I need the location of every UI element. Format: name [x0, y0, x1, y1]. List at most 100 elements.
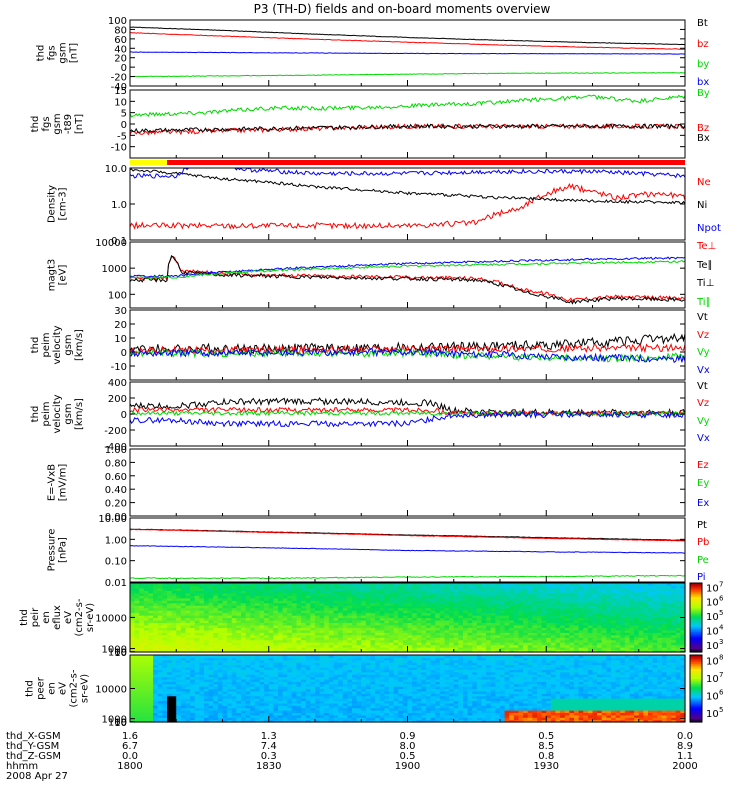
spectrogram-cell	[287, 657, 293, 661]
spectrogram-cell	[458, 632, 464, 636]
spectrogram-cell	[199, 719, 205, 723]
spectrogram-cell	[176, 676, 182, 680]
spectrogram-cell	[245, 587, 251, 591]
spectrogram-cell	[574, 634, 580, 638]
spectrogram-cell	[518, 602, 524, 606]
spectrogram-cell	[324, 714, 330, 718]
colorbar-segment	[690, 588, 702, 591]
spectrogram-cell	[301, 657, 307, 661]
spectrogram-cell	[241, 705, 247, 709]
spectrogram-cell	[130, 587, 136, 591]
spectrogram-cell	[643, 583, 649, 587]
spectrogram-cell	[546, 642, 552, 646]
spectrogram-cell	[130, 674, 136, 678]
spectrogram-cell	[652, 617, 658, 621]
spectrogram-cell	[634, 622, 640, 626]
spectrogram-cell	[509, 647, 515, 651]
spectrogram-cell	[606, 629, 612, 633]
spectrogram-cell	[204, 707, 210, 711]
spectrogram-cell	[495, 595, 501, 599]
spectrogram-cell	[328, 622, 335, 626]
spectrogram-cell	[370, 590, 376, 594]
spectrogram-cell	[287, 659, 293, 663]
y-tick-label: 30	[114, 306, 127, 317]
spectrogram-cell	[463, 644, 469, 648]
spectrogram-cell	[185, 690, 191, 694]
spectrogram-cell	[324, 683, 330, 687]
spectrogram-cell	[301, 683, 307, 687]
spectrogram-cell	[338, 637, 344, 641]
spectrogram-cell	[259, 695, 265, 699]
spectrogram-cell	[435, 624, 441, 628]
spectrogram-cell	[143, 714, 150, 718]
spectrogram-cell	[305, 642, 311, 646]
spectrogram-cell	[527, 642, 533, 646]
spectrogram-cell	[365, 629, 372, 633]
spectrogram-cell	[194, 587, 200, 591]
spectrogram-cell	[587, 639, 594, 643]
spectrogram-cell	[185, 617, 191, 621]
spectrogram-cell	[315, 600, 321, 604]
spectrogram-cell	[643, 597, 649, 601]
spectrogram-cell	[412, 629, 418, 633]
spectrogram-cell	[675, 583, 681, 587]
spectrogram-cell	[426, 600, 432, 604]
spectrogram-cell	[615, 642, 621, 646]
spectrogram-cell	[384, 619, 390, 624]
spectrogram-cell	[523, 585, 529, 589]
spectrogram-cell	[453, 634, 459, 638]
spectrogram-cell	[199, 610, 205, 614]
spectrogram-cell	[666, 637, 672, 641]
spectrogram-cell	[190, 690, 196, 694]
spectrogram-cell	[624, 627, 631, 631]
spectrogram-cell	[467, 595, 473, 599]
spectrogram-cell	[449, 605, 455, 609]
spectrogram-cell	[278, 592, 284, 596]
spectrogram-cell	[643, 585, 649, 589]
spectrogram-cell	[167, 619, 173, 624]
spectrogram-cell	[273, 712, 279, 716]
spectrogram-cell	[495, 605, 501, 609]
spectrogram-cell	[379, 602, 385, 606]
spectrogram-cell	[148, 710, 154, 714]
spectrogram-cell	[264, 693, 270, 697]
spectrogram-cell	[486, 612, 492, 616]
spectrogram-cell	[597, 649, 603, 653]
spectrogram-cell	[666, 627, 672, 631]
spectrogram-cell	[199, 629, 205, 633]
colorbar-tick-label: 10	[706, 612, 719, 623]
spectrogram-cell	[162, 587, 168, 591]
spectrogram-cell	[296, 624, 302, 628]
spectrogram-cell	[578, 622, 584, 626]
spectrogram-cell	[273, 610, 279, 614]
spectrogram-cell	[153, 714, 159, 718]
spectrogram-cell	[629, 583, 635, 587]
spectrogram-cell	[171, 585, 177, 589]
spectrogram-cell	[250, 678, 256, 682]
spectrogram-cell	[624, 642, 631, 646]
spectrogram-cell	[185, 702, 191, 706]
spectrogram-cell	[167, 664, 173, 668]
spectrogram-cell	[361, 602, 367, 606]
spectrogram-cell	[615, 590, 621, 594]
spectrogram-cell	[259, 607, 265, 611]
spectrogram-cell	[481, 649, 487, 653]
spectrogram-cell	[167, 669, 173, 673]
spectrogram-cell	[481, 617, 487, 621]
spectrogram-cell	[241, 592, 247, 596]
y-tick-label: 10	[114, 648, 127, 659]
spectrogram-cell	[153, 610, 159, 614]
spectrogram-cell	[134, 583, 140, 587]
spectrogram-cell	[578, 583, 584, 587]
spectrogram-cell	[338, 585, 344, 589]
spectrogram-cell	[296, 634, 302, 638]
spectrogram-cell	[472, 587, 478, 591]
spectrogram-cell	[537, 644, 543, 648]
spectrogram-cell	[241, 700, 247, 704]
spectrogram-cell	[592, 639, 598, 643]
spectrogram-cell	[657, 647, 663, 651]
spectrogram-cell	[643, 595, 649, 599]
spectrogram-cell	[180, 644, 187, 648]
spectrogram-cell	[315, 712, 321, 716]
spectrogram-cell	[148, 705, 154, 709]
